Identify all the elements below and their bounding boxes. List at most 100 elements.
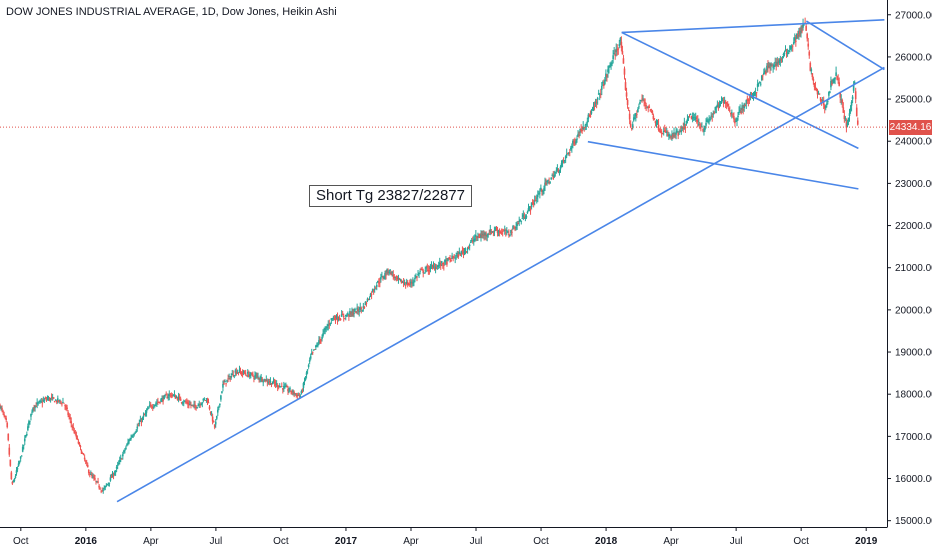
candle-body: [255, 375, 257, 377]
candle-body: [439, 264, 442, 267]
candle-body: [242, 371, 245, 373]
candle-body: [543, 188, 545, 191]
candle-body: [425, 267, 428, 269]
candle-body: [733, 116, 735, 120]
candle-body: [143, 414, 146, 416]
candle-body: [593, 106, 596, 108]
candle-body: [714, 107, 717, 111]
candle-body: [430, 265, 433, 267]
candle-body: [726, 103, 729, 106]
candle-body: [111, 473, 114, 477]
time-tick-label: Apr: [143, 536, 159, 547]
candle-body: [40, 401, 43, 402]
candle-body: [87, 469, 90, 474]
candle-body: [667, 134, 669, 136]
candle-body: [737, 115, 739, 118]
candle-body: [617, 48, 620, 50]
candle-body: [136, 426, 139, 429]
candle-body: [402, 281, 405, 284]
candle-body: [725, 103, 728, 104]
candle-body: [355, 311, 357, 314]
candle-body: [169, 393, 172, 395]
candle-body: [461, 250, 464, 252]
candle-body: [95, 480, 97, 482]
candle-body: [51, 397, 54, 399]
candle-body: [208, 406, 211, 410]
candle-body: [283, 385, 285, 388]
candle-body: [716, 104, 719, 107]
candle-body: [596, 97, 599, 100]
candle-body: [646, 106, 648, 108]
candle-body: [387, 271, 389, 274]
candle-body: [96, 481, 98, 483]
candle-body: [775, 63, 778, 66]
candle-body: [234, 370, 237, 373]
candle-body: [552, 176, 555, 179]
candle-body: [815, 88, 818, 91]
candle-body: [658, 130, 661, 132]
candle-body: [328, 324, 331, 325]
candle-body: [519, 219, 522, 222]
candle-body: [408, 283, 411, 285]
candle-body: [758, 82, 761, 84]
candle-body: [730, 113, 732, 115]
trendlines-layer: [116, 19, 885, 503]
candle-body: [152, 406, 155, 408]
candle-body: [404, 285, 407, 286]
last-price-tag: 24334.16: [889, 119, 932, 135]
candle-body: [779, 59, 782, 61]
candle-body: [463, 251, 466, 254]
candle-body: [359, 307, 362, 310]
candle-body: [295, 393, 298, 395]
candle-body: [509, 235, 511, 237]
candle-body: [592, 107, 595, 109]
candle-body: [656, 121, 659, 123]
time-tick-label: 2016: [75, 536, 98, 547]
candle-body: [600, 85, 603, 90]
candle-body: [229, 378, 231, 380]
candle-body: [585, 124, 588, 125]
candle-body: [147, 408, 150, 409]
candle-body: [297, 394, 300, 396]
candle-body: [314, 349, 316, 350]
candle-body: [166, 396, 169, 399]
candle-body: [289, 388, 291, 390]
candle-body: [549, 181, 551, 183]
candle-body: [142, 415, 145, 418]
candle-body: [763, 72, 765, 75]
candle-body: [684, 126, 687, 129]
price-axis: 15000.00 16000.00 17000.00 18000.00 19000.00…: [887, 10, 932, 527]
candle-body: [528, 207, 531, 208]
candle-body: [442, 262, 444, 265]
candle-body: [481, 234, 483, 236]
candle-body: [347, 313, 349, 315]
candle-body: [568, 152, 571, 153]
candle-body: [383, 276, 385, 279]
candle-body: [392, 274, 395, 276]
candle-body: [739, 109, 741, 112]
candle-body: [712, 113, 715, 115]
candle-body: [65, 406, 67, 408]
time-tick-label: Jul: [470, 536, 483, 547]
candle-body: [580, 129, 582, 132]
candle-body: [417, 273, 419, 276]
candle-body: [64, 405, 66, 407]
candle-body: [103, 487, 106, 489]
candle-body: [364, 301, 367, 306]
candle-body: [68, 415, 70, 417]
candle-body: [854, 91, 857, 100]
short-target-annotation[interactable]: Short Tg 23827/22877: [309, 185, 472, 207]
candle-body: [248, 375, 251, 377]
candle-body: [502, 230, 505, 232]
candle-body: [664, 131, 667, 133]
candle-body: [579, 128, 581, 133]
candle-body: [490, 231, 493, 234]
candle-body: [599, 94, 602, 95]
candle-body: [31, 411, 33, 413]
candle-body: [538, 192, 540, 194]
candle-body: [38, 401, 41, 403]
candle-body: [98, 485, 100, 488]
candle-body: [220, 395, 222, 400]
price-tick-label: 20000.00: [895, 305, 932, 316]
